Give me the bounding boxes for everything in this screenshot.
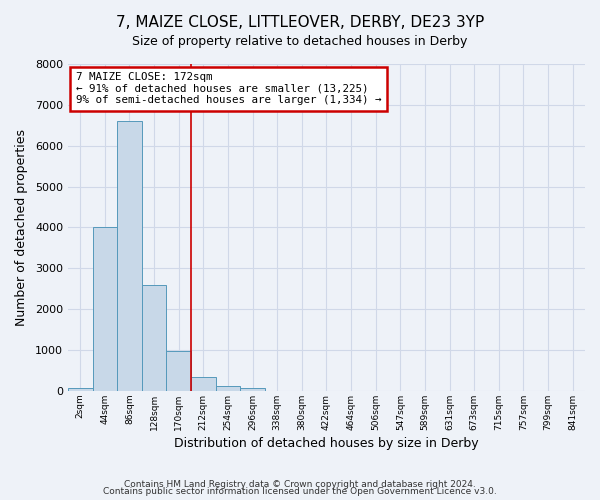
Bar [240,388,265,391]
Text: 7, MAIZE CLOSE, LITTLEOVER, DERBY, DE23 3YP: 7, MAIZE CLOSE, LITTLEOVER, DERBY, DE23 … [116,15,484,30]
Bar [92,228,117,391]
Bar [117,121,142,391]
X-axis label: Distribution of detached houses by size in Derby: Distribution of detached houses by size … [174,437,479,450]
Text: Contains public sector information licensed under the Open Government Licence v3: Contains public sector information licen… [103,488,497,496]
Bar [68,388,92,391]
Text: Contains HM Land Registry data © Crown copyright and database right 2024.: Contains HM Land Registry data © Crown c… [124,480,476,489]
Bar [191,378,215,391]
Text: Size of property relative to detached houses in Derby: Size of property relative to detached ho… [133,35,467,48]
Y-axis label: Number of detached properties: Number of detached properties [15,129,28,326]
Text: 7 MAIZE CLOSE: 172sqm
← 91% of detached houses are smaller (13,225)
9% of semi-d: 7 MAIZE CLOSE: 172sqm ← 91% of detached … [76,72,381,106]
Bar [166,351,191,391]
Bar [142,284,166,391]
Bar [215,386,240,391]
